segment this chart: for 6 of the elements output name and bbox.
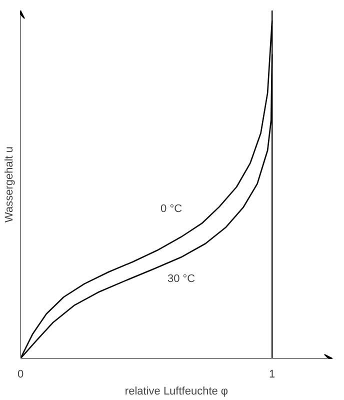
x-tick-label: 1	[269, 368, 276, 380]
x-tick-label: 0	[17, 368, 24, 380]
y-axis-title: Wassergehalt u	[4, 146, 16, 223]
x-axis-title: relative Luftfeuchte φ	[124, 386, 228, 398]
series-label: 0 °C	[160, 202, 182, 215]
series-label: 30 °C	[167, 273, 196, 286]
